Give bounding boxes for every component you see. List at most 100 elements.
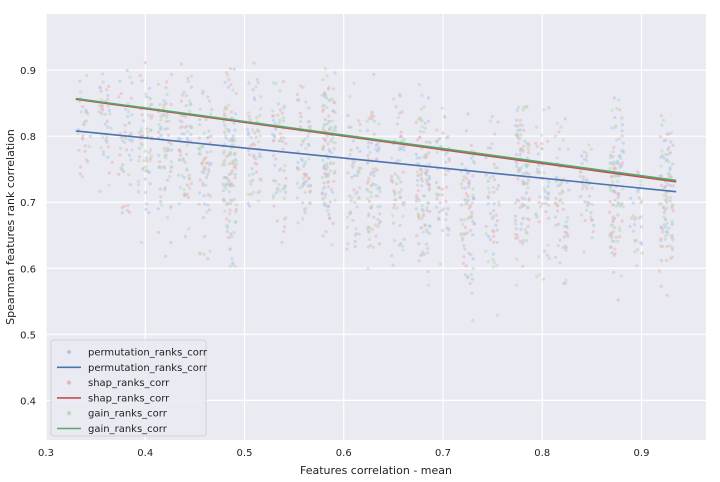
scatter-point bbox=[355, 205, 359, 209]
scatter-point bbox=[232, 67, 236, 71]
scatter-point bbox=[398, 223, 402, 227]
scatter-point bbox=[561, 191, 565, 195]
scatter-point bbox=[126, 203, 130, 208]
scatter-point bbox=[670, 219, 674, 223]
scatter-point bbox=[301, 217, 305, 221]
scatter-point bbox=[618, 228, 622, 232]
scatter-point bbox=[158, 160, 162, 164]
scatter-point bbox=[589, 147, 594, 151]
scatter-point bbox=[427, 186, 431, 190]
scatter-point bbox=[246, 201, 250, 205]
scatter-point bbox=[583, 200, 587, 204]
scatter-point bbox=[543, 196, 547, 200]
scatter-point bbox=[591, 230, 595, 234]
scatter-point bbox=[669, 131, 673, 135]
scatter-point bbox=[331, 140, 335, 144]
scatter-point bbox=[462, 175, 466, 179]
scatter-point bbox=[346, 113, 350, 118]
scatter-point bbox=[349, 199, 353, 203]
scatter-point bbox=[540, 142, 544, 146]
scatter-point bbox=[249, 144, 253, 148]
scatter-point bbox=[308, 189, 312, 193]
scatter-point bbox=[158, 165, 162, 169]
scatter-point bbox=[664, 191, 668, 195]
scatter-point bbox=[118, 153, 122, 157]
scatter-point bbox=[378, 204, 382, 208]
scatter-point bbox=[376, 205, 380, 209]
scatter-point bbox=[565, 233, 569, 237]
scatter-point bbox=[663, 198, 667, 202]
scatter-point bbox=[520, 202, 524, 206]
scatter-point bbox=[247, 81, 251, 85]
scatter-point bbox=[614, 162, 618, 166]
scatter-point bbox=[141, 119, 145, 123]
scatter-point bbox=[179, 99, 183, 103]
scatter-point bbox=[580, 213, 584, 217]
scatter-point bbox=[186, 196, 191, 200]
scatter-point bbox=[436, 138, 440, 142]
scatter-point bbox=[249, 135, 253, 140]
scatter-point bbox=[366, 267, 370, 271]
scatter-point bbox=[580, 161, 584, 165]
scatter-point bbox=[284, 142, 288, 146]
scatter-point bbox=[329, 188, 334, 192]
scatter-point bbox=[224, 71, 228, 75]
scatter-point bbox=[181, 158, 185, 162]
scatter-point bbox=[494, 213, 498, 217]
scatter-point bbox=[124, 107, 128, 111]
scatter-point bbox=[398, 159, 402, 163]
scatter-point bbox=[437, 217, 441, 221]
x-tick-label: 0.5 bbox=[237, 448, 253, 459]
scatter-point bbox=[350, 163, 354, 167]
scatter-point bbox=[666, 153, 670, 157]
scatter-point bbox=[423, 155, 427, 159]
scatter-point bbox=[166, 133, 171, 137]
scatter-point bbox=[460, 236, 465, 240]
scatter-point bbox=[186, 129, 190, 133]
scatter-point bbox=[517, 170, 521, 174]
scatter-point bbox=[514, 227, 518, 231]
scatter-point bbox=[419, 253, 423, 258]
scatter-point bbox=[521, 242, 525, 246]
scatter-point bbox=[428, 210, 432, 214]
scatter-point bbox=[365, 119, 369, 123]
scatter-point bbox=[414, 207, 418, 211]
scatter-point bbox=[370, 117, 374, 121]
y-tick-label: 0.4 bbox=[20, 396, 36, 407]
scatter-point bbox=[521, 181, 526, 186]
scatter-point bbox=[189, 132, 193, 137]
scatter-point bbox=[658, 134, 663, 139]
scatter-point bbox=[468, 281, 472, 285]
scatter-point bbox=[492, 202, 496, 206]
scatter-point bbox=[106, 93, 110, 97]
scatter-point bbox=[540, 202, 544, 206]
scatter-point bbox=[464, 129, 468, 133]
scatter-point bbox=[610, 234, 614, 238]
scatter-point bbox=[495, 228, 499, 232]
scatter-point bbox=[295, 92, 299, 96]
scatter-point bbox=[541, 277, 546, 281]
scatter-point bbox=[140, 130, 144, 134]
scatter-point bbox=[149, 148, 153, 152]
scatter-point bbox=[419, 176, 423, 180]
scatter-point bbox=[345, 215, 350, 219]
scatter-point bbox=[486, 260, 490, 264]
scatter-point bbox=[274, 179, 278, 183]
scatter-point bbox=[222, 120, 226, 124]
legend-box bbox=[50, 339, 207, 437]
scatter-point bbox=[229, 232, 233, 236]
scatter-point bbox=[347, 125, 351, 129]
scatter-point bbox=[534, 213, 539, 217]
scatter-point bbox=[486, 194, 490, 198]
scatter-point bbox=[486, 186, 490, 190]
scatter-point bbox=[249, 192, 253, 196]
scatter-point bbox=[546, 139, 550, 143]
scatter-point bbox=[308, 183, 312, 187]
scatter-point bbox=[415, 162, 419, 166]
scatter-point bbox=[391, 180, 395, 184]
scatter-point bbox=[84, 158, 89, 162]
scatter-point bbox=[488, 176, 492, 180]
scatter-point bbox=[325, 165, 330, 169]
scatter-point bbox=[583, 219, 587, 223]
scatter-point bbox=[585, 154, 589, 158]
